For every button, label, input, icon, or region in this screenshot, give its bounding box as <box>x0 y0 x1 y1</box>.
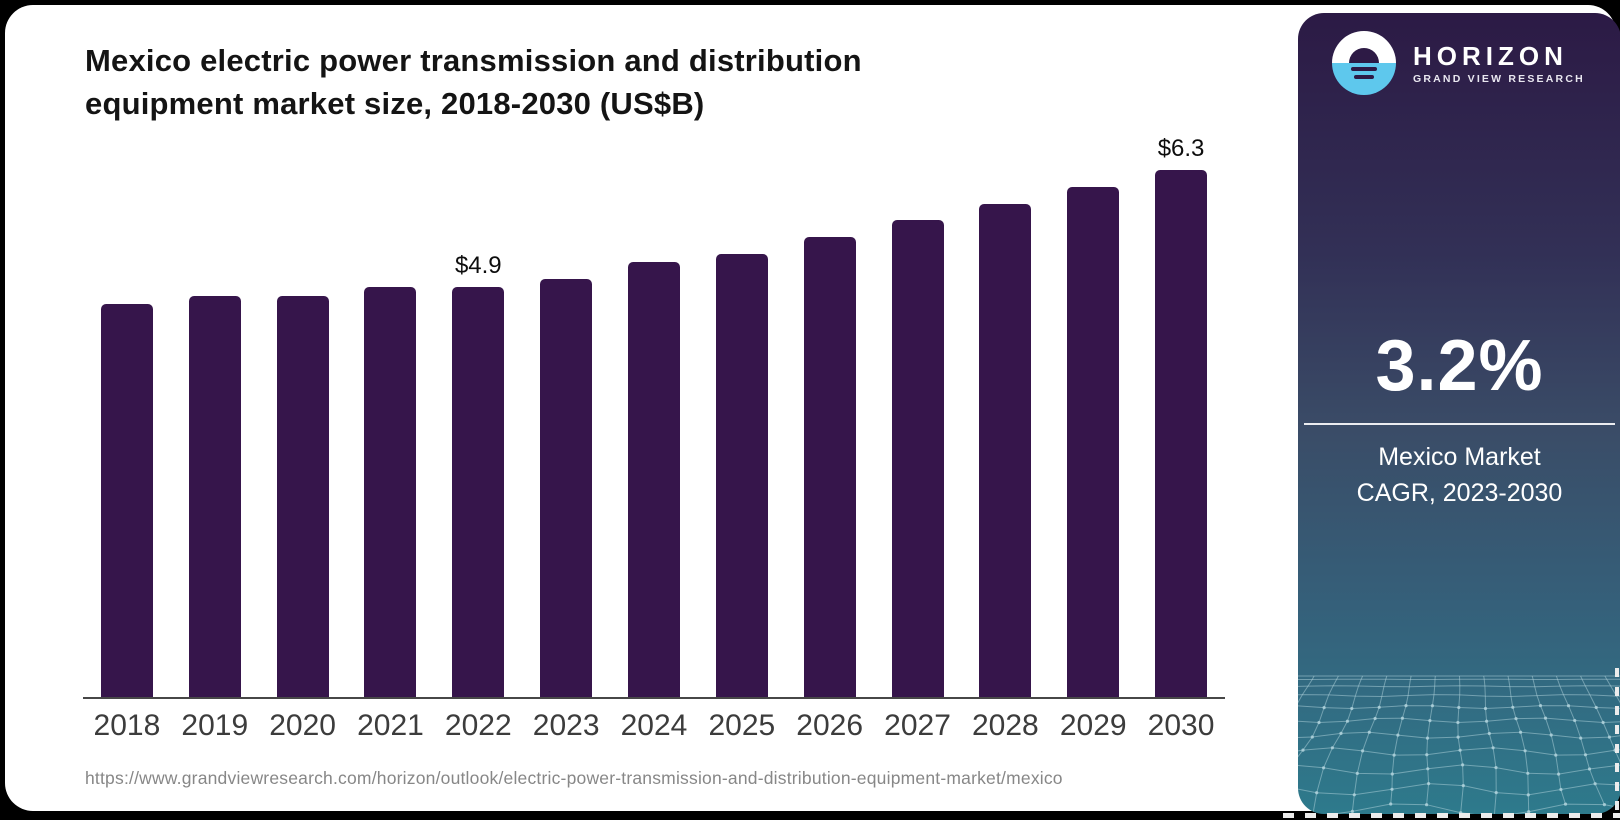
cagr-caption: Mexico Market CAGR, 2023-2030 <box>1356 443 1563 507</box>
x-tick-label-2019: 2019 <box>181 709 249 742</box>
selection-dashes-bottom <box>1283 813 1620 818</box>
bar-2019 <box>188 295 241 697</box>
bar-cell-2028 <box>961 203 1049 697</box>
chart-card: Mexico electric power transmission and d… <box>5 5 1620 814</box>
brand-text: HORIZON GRAND VIEW RESEARCH <box>1413 42 1585 85</box>
stat-divider <box>1304 423 1615 425</box>
cagr-stat: 3.2% Mexico Market CAGR, 2023-2030 <box>1298 325 1620 511</box>
bar-cell-2025 <box>698 253 786 697</box>
bar-2023 <box>540 278 593 697</box>
bar-cell-2026 <box>786 237 874 697</box>
bar-value-label-2030: $6.3 <box>1157 135 1205 163</box>
horizon-logo: HORIZON GRAND VIEW RESEARCH <box>1332 31 1585 95</box>
bar-cell-2023 <box>522 278 610 697</box>
brand-subtitle: GRAND VIEW RESEARCH <box>1413 72 1585 85</box>
bar-cell-2022: $4.9 <box>434 252 522 697</box>
chart-title: Mexico electric power transmission and d… <box>85 43 862 121</box>
x-axis-labels: 2018 2019 2020 2021 2022 2023 2024 2025 2026 2027… <box>83 709 1225 743</box>
bars-row: $4.9 $6.3 <box>83 135 1225 697</box>
bar-2022 <box>452 287 505 697</box>
x-tick-label-2023: 2023 <box>532 709 600 742</box>
x-tick-label-2022: 2022 <box>444 709 512 742</box>
bar-cell-2030: $6.3 <box>1137 135 1225 697</box>
bar-2024 <box>627 262 680 697</box>
x-tick-label-2021: 2021 <box>357 709 424 742</box>
bar-2028 <box>979 203 1032 697</box>
bar-chart: $4.9 $6.3 <box>83 135 1225 697</box>
bar-cell-2024 <box>610 262 698 697</box>
cagr-value: 3.2% <box>1375 326 1544 406</box>
bar-2020 <box>276 295 329 697</box>
bar-2018 <box>100 303 153 697</box>
bar-2030 <box>1155 170 1208 697</box>
x-tick-label-2018: 2018 <box>93 709 161 742</box>
x-tick-label-2026: 2026 <box>796 709 864 742</box>
x-axis-line <box>83 697 1225 699</box>
x-tick-label-2029: 2029 <box>1059 709 1127 742</box>
bar-2021 <box>364 287 417 697</box>
bar-2027 <box>891 220 944 697</box>
bar-2025 <box>715 253 768 697</box>
sidebar: HORIZON GRAND VIEW RESEARCH 3.2% Mexico … <box>1298 13 1620 814</box>
x-tick-label-2024: 2024 <box>620 709 688 742</box>
brand-name: HORIZON <box>1413 40 1568 71</box>
wireframe-mesh-decoration <box>1298 672 1620 814</box>
bar-value-label-2022: $4.9 <box>454 252 502 280</box>
selection-dashes-right <box>1615 668 1619 812</box>
bar-2029 <box>1067 186 1120 697</box>
bar-cell-2029 <box>1049 186 1137 697</box>
x-tick-label-2025: 2025 <box>708 709 776 742</box>
x-tick-label-2020: 2020 <box>269 709 336 742</box>
bar-2026 <box>803 237 856 697</box>
bar-cell-2027 <box>874 220 962 697</box>
bar-cell-2020 <box>259 295 347 697</box>
bar-cell-2018 <box>83 303 171 697</box>
x-tick-label-2027: 2027 <box>884 709 951 742</box>
source-url: https://www.grandviewresearch.com/horizo… <box>85 768 1063 788</box>
sunrise-over-water-icon <box>1332 31 1396 95</box>
bar-cell-2019 <box>171 295 259 697</box>
x-tick-label-2028: 2028 <box>971 709 1039 742</box>
bar-cell-2021 <box>347 287 435 697</box>
x-tick-label-2030: 2030 <box>1147 709 1215 742</box>
